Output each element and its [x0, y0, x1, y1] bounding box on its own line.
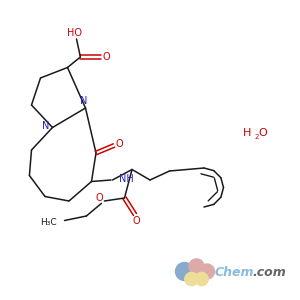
Text: Chem: Chem	[214, 266, 254, 279]
Text: H: H	[243, 128, 252, 139]
Text: O: O	[133, 215, 140, 226]
Text: 2: 2	[254, 134, 259, 140]
Circle shape	[185, 272, 198, 286]
Text: O: O	[116, 139, 123, 149]
Circle shape	[200, 264, 214, 279]
Text: O: O	[259, 128, 268, 139]
Circle shape	[176, 262, 194, 280]
Circle shape	[189, 259, 204, 274]
Circle shape	[195, 272, 208, 286]
Text: O: O	[95, 193, 103, 203]
Text: HO: HO	[68, 28, 82, 38]
Text: NH: NH	[118, 173, 133, 184]
Text: N: N	[42, 121, 50, 131]
Text: H₃C: H₃C	[40, 218, 57, 227]
Text: .com: .com	[252, 266, 286, 279]
Text: N: N	[80, 96, 88, 106]
Text: O: O	[102, 52, 110, 62]
